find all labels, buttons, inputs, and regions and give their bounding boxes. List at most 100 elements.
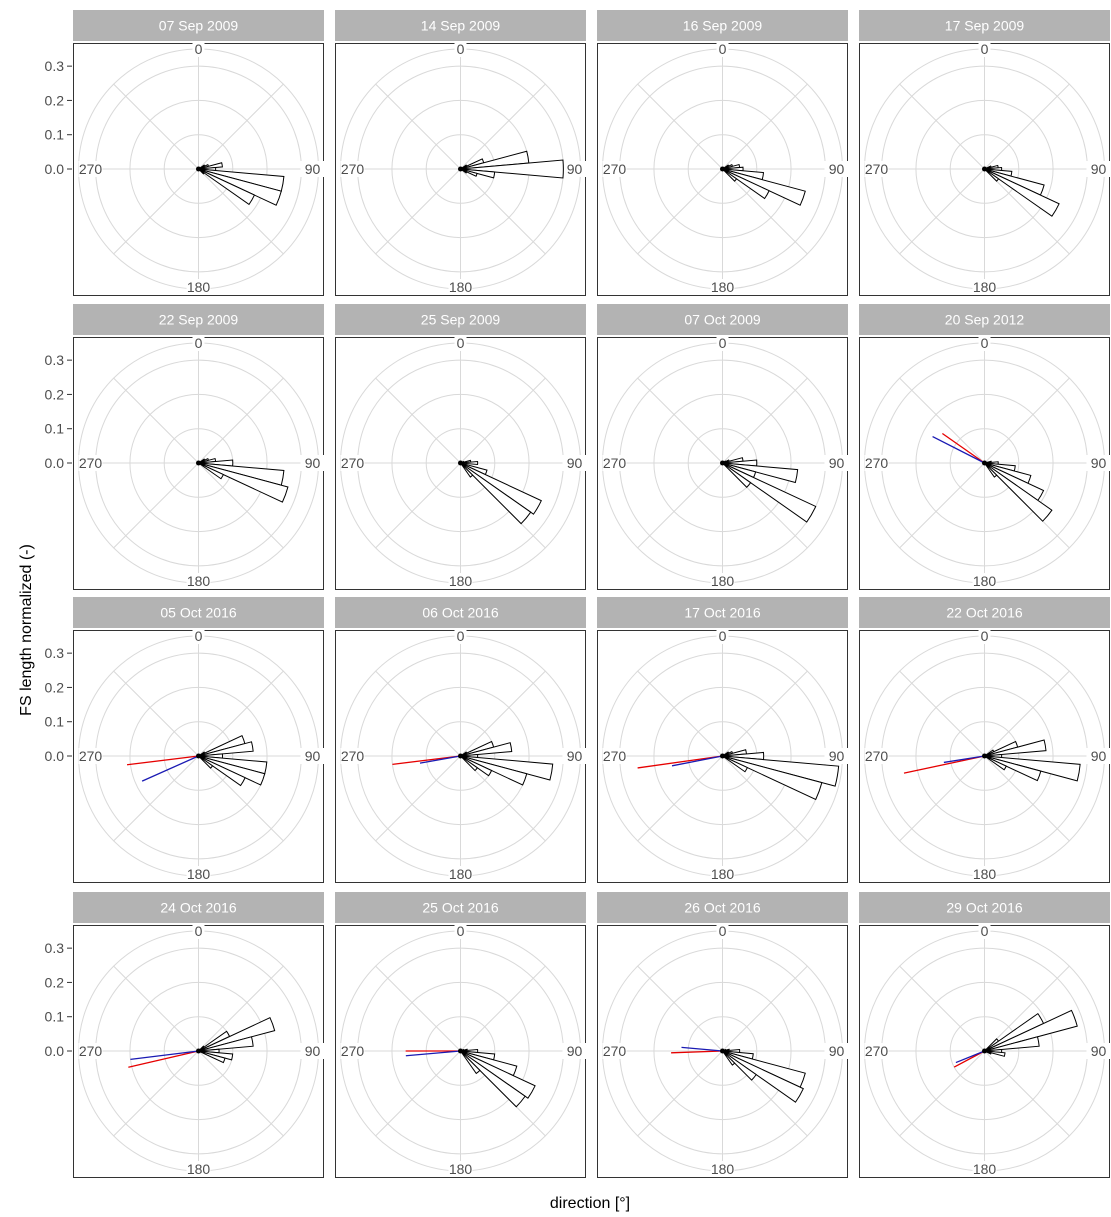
direction-label-90: 90: [829, 748, 845, 764]
center-point: [196, 460, 201, 466]
direction-label-bg: [192, 41, 205, 57]
panel-strip: [597, 892, 848, 923]
grid-spoke: [113, 670, 199, 757]
rose-bar: [984, 1009, 1078, 1052]
rose-bar: [984, 462, 998, 478]
direction-label-270: 270: [865, 1043, 889, 1059]
grid-spoke: [198, 83, 284, 170]
radial-tick-label: 0.0: [45, 161, 65, 177]
grid-spoke: [899, 168, 985, 255]
blue-direction-line: [955, 1050, 985, 1064]
panel-7: 07 Oct 2009 0 90 180 270: [597, 304, 849, 590]
rose-bar: [722, 462, 752, 488]
radial-tick-label: 0.0: [45, 748, 65, 764]
direction-label-180: 180: [973, 573, 997, 589]
direction-label-180: 180: [187, 1161, 211, 1177]
center-point: [458, 753, 463, 759]
radial-tick-label: 0.3: [45, 645, 65, 661]
direction-label-bg: [972, 1161, 997, 1177]
rose-bar: [722, 168, 806, 206]
rose-bar: [722, 1050, 757, 1081]
direction-label-0: 0: [981, 335, 989, 351]
direction-label-bg: [864, 748, 889, 764]
rose-bar: [460, 159, 564, 179]
direction-label-180: 180: [973, 279, 997, 295]
grid-spoke: [899, 83, 985, 170]
direction-label-0: 0: [981, 41, 989, 57]
rose-bar: [198, 1036, 254, 1052]
direction-label-bg: [340, 161, 365, 177]
panel-title: 25 Sep 2009: [421, 312, 501, 328]
direction-label-bg: [864, 455, 889, 471]
direction-label-bg: [186, 279, 211, 295]
direction-label-0: 0: [981, 923, 989, 939]
blue-direction-line: [681, 1046, 723, 1052]
direction-label-bg: [300, 748, 325, 764]
direction-label-bg: [602, 748, 627, 764]
direction-label-bg: [78, 748, 103, 764]
grid-spoke: [899, 670, 985, 757]
grid-spoke: [899, 462, 985, 549]
grid-spoke: [984, 965, 1070, 1052]
direction-label-0: 0: [719, 628, 727, 644]
direction-label-bg: [562, 748, 587, 764]
panel-14: 25 Oct 2016 0 90 180 270: [335, 892, 587, 1178]
direction-label-bg: [300, 1043, 325, 1059]
y-axis-title: FS length normalized (-): [18, 544, 35, 716]
direction-label-270: 270: [79, 748, 103, 764]
rose-bar: [984, 755, 1007, 771]
rose-bar: [984, 168, 1000, 182]
rose-bar: [984, 462, 1053, 522]
radial-tick-label: 0.1: [45, 1009, 65, 1025]
direction-label-90: 90: [1091, 455, 1107, 471]
panel-title: 07 Sep 2009: [159, 18, 239, 34]
center-point: [458, 166, 463, 172]
radial-tick-label: 0.0: [45, 455, 65, 471]
center-point: [982, 166, 987, 172]
grid-spoke: [984, 168, 1070, 255]
rose-bar: [460, 460, 479, 466]
grid-spoke: [637, 965, 723, 1052]
grid-spoke: [984, 670, 1070, 757]
panel-1: 07 Sep 2009 0 90 180 270: [73, 10, 325, 296]
direction-label-bg: [824, 1043, 849, 1059]
center-point: [196, 1048, 201, 1054]
grid-spoke: [375, 462, 461, 549]
grid-spoke: [460, 168, 546, 255]
direction-label-bg: [602, 455, 627, 471]
radial-tick-label: 0.1: [45, 421, 65, 437]
rose-bar: [722, 168, 770, 200]
grid-spoke: [375, 377, 461, 464]
direction-label-90: 90: [567, 748, 583, 764]
grid-spoke: [722, 755, 808, 842]
rose-bar: [198, 755, 246, 787]
direction-label-bg: [824, 455, 849, 471]
panel-2: 14 Sep 2009 0 90 180 270: [335, 10, 587, 296]
panel-strip: [859, 892, 1110, 923]
grid-spoke: [722, 83, 808, 170]
blue-direction-line: [130, 1050, 199, 1061]
panel-title: 20 Sep 2012: [945, 312, 1025, 328]
direction-label-bg: [78, 1043, 103, 1059]
direction-label-bg: [1086, 161, 1111, 177]
grid-spoke: [113, 377, 199, 464]
red-direction-line: [903, 755, 985, 774]
direction-label-270: 270: [603, 1043, 627, 1059]
direction-label-270: 270: [603, 748, 627, 764]
panel-strip: [73, 597, 324, 628]
direction-label-bg: [454, 41, 467, 57]
direction-label-180: 180: [187, 279, 211, 295]
grid-spoke: [637, 1050, 723, 1137]
rose-bar: [198, 162, 223, 170]
panel-title: 14 Sep 2009: [421, 18, 501, 34]
direction-label-90: 90: [829, 455, 845, 471]
rose-bar: [460, 755, 479, 772]
grid-spoke: [198, 1050, 284, 1137]
grid-spoke: [722, 377, 808, 464]
radial-tick-label: 0.2: [45, 679, 65, 695]
grid-spoke: [198, 965, 284, 1052]
direction-label-0: 0: [719, 41, 727, 57]
direction-label-270: 270: [603, 455, 627, 471]
panel-16: 29 Oct 2016 0 90 180 270: [859, 892, 1111, 1178]
rose-bar: [722, 1050, 804, 1103]
